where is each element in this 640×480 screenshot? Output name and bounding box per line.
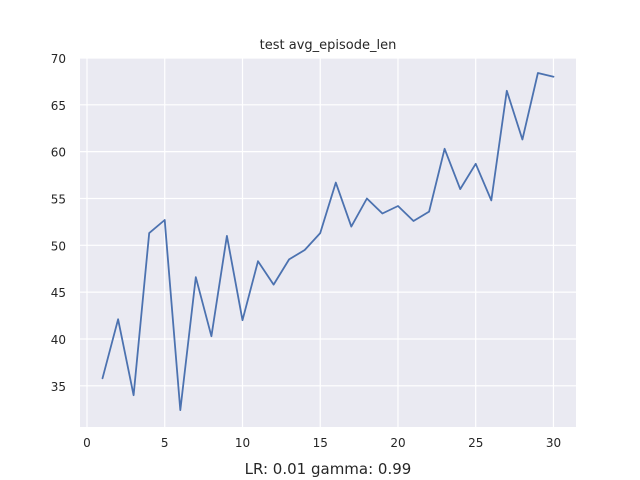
series-line — [101, 72, 555, 412]
x-tick-label: 25 — [468, 436, 483, 450]
x-axis: 0 5 10 15 20 25 30 — [83, 436, 561, 450]
series-layer — [101, 72, 555, 412]
y-tick-label: 65 — [51, 99, 66, 113]
grid — [80, 57, 576, 427]
x-axis-label: LR: 0.01 gamma: 0.99 — [245, 460, 412, 478]
y-tick-label: 55 — [51, 192, 66, 206]
chart-title: test avg_episode_len — [260, 38, 397, 53]
y-tick-label: 40 — [51, 333, 66, 347]
y-tick-label: 45 — [51, 286, 66, 300]
y-tick-label: 60 — [51, 146, 66, 160]
y-tick-label: 50 — [51, 239, 66, 253]
plot-background — [80, 58, 576, 427]
x-tick-label: 5 — [161, 436, 169, 450]
x-tick-label: 30 — [546, 436, 561, 450]
x-tick-label: 0 — [83, 436, 91, 450]
x-tick-label: 20 — [390, 436, 405, 450]
y-axis: 35 40 45 50 55 60 65 70 — [51, 52, 66, 394]
x-tick-label: 10 — [235, 436, 250, 450]
x-tick-label: 15 — [313, 436, 328, 450]
y-tick-label: 35 — [51, 380, 66, 394]
y-tick-label: 70 — [51, 52, 66, 66]
